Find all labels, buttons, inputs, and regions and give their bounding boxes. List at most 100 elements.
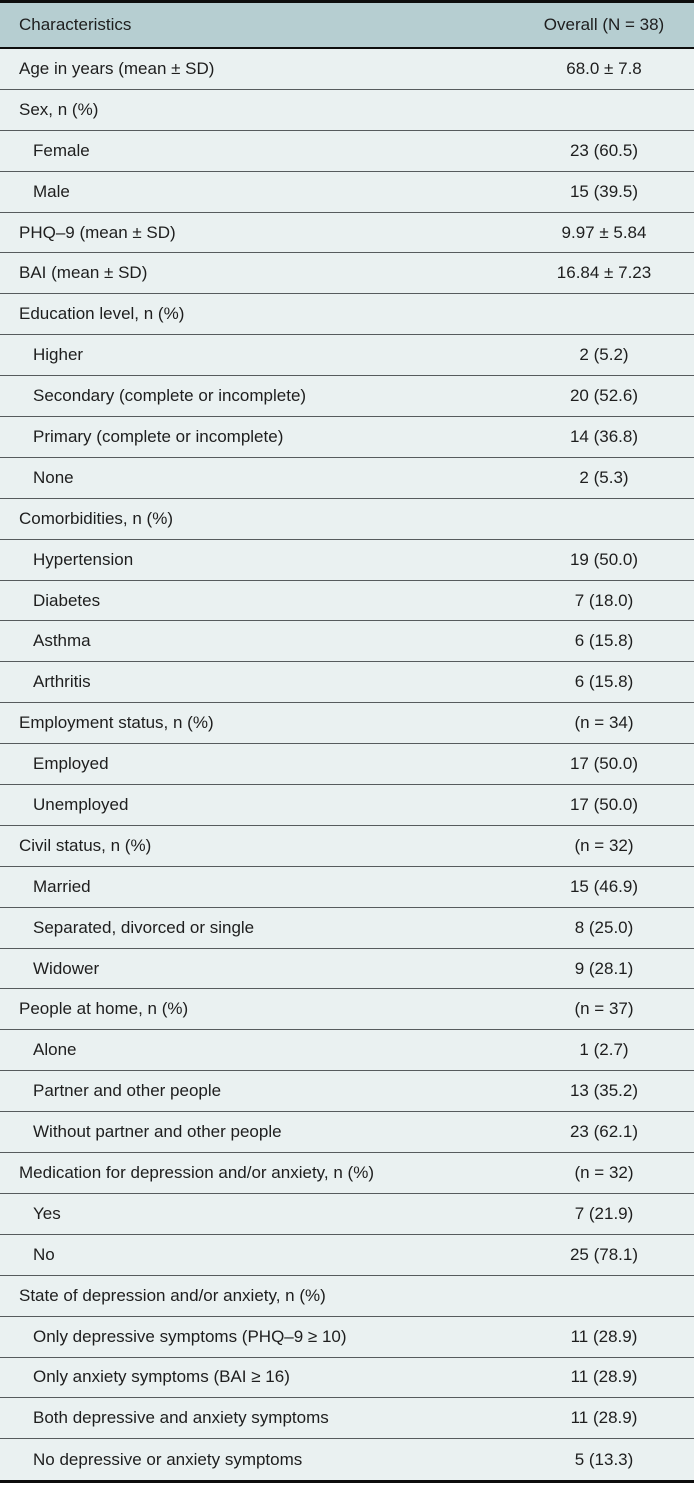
row-label: Civil status, n (%) (19, 835, 152, 855)
row-label: Only depressive symptoms (PHQ–9 ≥ 10) (33, 1326, 347, 1346)
table-row: Age in years (mean ± SD) 68.0 ± 7.8 (0, 49, 694, 90)
row-value: 1 (2.7) (579, 1040, 629, 1060)
table-row: Sex, n (%) (0, 89, 694, 131)
table-row: Hypertension 19 (50.0) (0, 539, 694, 581)
row-value: 25 (78.1) (569, 1244, 639, 1264)
row-value: 17 (50.0) (569, 794, 639, 814)
row-value: 17 (50.0) (569, 754, 639, 774)
row-value: 20 (52.6) (569, 386, 639, 406)
table-row: Civil status, n (%) (n = 32) (0, 825, 694, 867)
table-row: Male 15 (39.5) (0, 171, 694, 213)
table-row: Education level, n (%) (0, 294, 694, 336)
table-row: Married 15 (46.9) (0, 866, 694, 908)
row-value: 7 (18.0) (574, 590, 634, 610)
row-value: 11 (28.9) (570, 1408, 638, 1428)
row-label: Employed (33, 754, 109, 774)
table-row: Employed 17 (50.0) (0, 744, 694, 786)
row-label: Without partner and other people (33, 1122, 282, 1142)
row-label: Arthritis (33, 672, 91, 692)
table-row: State of depression and/or anxiety, n (%… (0, 1275, 694, 1317)
table-row: None 2 (5.3) (0, 457, 694, 499)
table-row: Alone 1 (2.7) (0, 1030, 694, 1072)
row-label: Yes (33, 1203, 61, 1223)
row-label: Female (33, 140, 90, 160)
row-value: 23 (60.5) (569, 140, 639, 160)
row-value: 9.97 ± 5.84 (561, 222, 647, 242)
table-row: Widower 9 (28.1) (0, 948, 694, 990)
table-header-row: Characteristics Overall (N = 38) (0, 3, 694, 49)
row-value: 23 (62.1) (569, 1122, 639, 1142)
row-label: Separated, divorced or single (33, 917, 255, 937)
row-label: Alone (33, 1040, 77, 1060)
row-value: 15 (46.9) (569, 876, 639, 896)
row-value: 6 (15.8) (574, 631, 634, 651)
row-value: 7 (21.9) (574, 1203, 634, 1223)
row-label: Asthma (33, 631, 91, 651)
table-row: Asthma 6 (15.8) (0, 621, 694, 663)
row-label: Diabetes (33, 590, 101, 610)
row-label: Partner and other people (33, 1081, 222, 1101)
table-row: Yes 7 (21.9) (0, 1193, 694, 1235)
row-label: Hypertension (33, 549, 134, 569)
row-label: Age in years (mean ± SD) (19, 58, 215, 78)
row-value: 19 (50.0) (569, 549, 639, 569)
header-characteristics: Characteristics (19, 15, 132, 34)
row-value: 16.84 ± 7.23 (556, 263, 652, 283)
row-value: 11 (28.9) (570, 1326, 638, 1346)
row-label: Medication for depression and/or anxiety… (19, 1162, 374, 1182)
table-body: Age in years (mean ± SD) 68.0 ± 7.8 Sex, n… (0, 49, 694, 1481)
row-value: 8 (25.0) (574, 917, 634, 937)
row-value: (n = 34) (574, 713, 634, 733)
table-row: Higher 2 (5.2) (0, 335, 694, 377)
row-value: 11 (28.9) (570, 1367, 638, 1387)
row-value: 13 (35.2) (569, 1081, 639, 1101)
row-label: State of depression and/or anxiety, n (%… (19, 1285, 326, 1305)
table-row: Without partner and other people 23 (62.1… (0, 1112, 694, 1154)
table-row: No 25 (78.1) (0, 1234, 694, 1276)
table-row: Female 23 (60.5) (0, 130, 694, 172)
row-value: (n = 32) (574, 835, 634, 855)
table-row: Both depressive and anxiety symptoms 11 (… (0, 1398, 694, 1440)
row-label: Education level, n (%) (19, 304, 185, 324)
row-value: 2 (5.3) (579, 467, 629, 487)
table-row: Secondary (complete or incomplete) 20 (52… (0, 376, 694, 418)
row-label: Secondary (complete or incomplete) (33, 386, 307, 406)
table-row: Only depressive symptoms (PHQ–9 ≥ 10) 11 … (0, 1316, 694, 1358)
row-value: (n = 32) (574, 1162, 634, 1182)
row-label: Only anxiety symptoms (BAI ≥ 16) (33, 1367, 290, 1387)
row-value: 14 (36.8) (569, 426, 639, 446)
table-row: Arthritis 6 (15.8) (0, 662, 694, 704)
row-value: 9 (28.1) (574, 958, 634, 978)
table-row: Diabetes 7 (18.0) (0, 580, 694, 622)
table-row: Primary (complete or incomplete) 14 (36.8… (0, 417, 694, 458)
table-row: Medication for depression and/or anxiety… (0, 1153, 694, 1194)
row-label: PHQ–9 (mean ± SD) (19, 222, 176, 242)
row-label: Employment status, n (%) (19, 713, 214, 733)
row-label: Sex, n (%) (19, 99, 99, 119)
row-label: Both depressive and anxiety symptoms (33, 1408, 329, 1428)
row-label: BAI (mean ± SD) (19, 263, 148, 283)
row-label: Unemployed (33, 794, 129, 814)
table-row: BAI (mean ± SD) 16.84 ± 7.23 (0, 253, 694, 295)
table-row: Only anxiety symptoms (BAI ≥ 16) 11 (28.9… (0, 1357, 694, 1399)
row-value: (n = 37) (574, 999, 634, 1019)
row-label: Higher (33, 345, 84, 365)
row-value: 2 (5.2) (579, 345, 629, 365)
row-value: 6 (15.8) (574, 672, 634, 692)
row-value: 5 (13.3) (574, 1449, 634, 1469)
row-label: Primary (complete or incomplete) (33, 426, 284, 446)
table-row: Unemployed 17 (50.0) (0, 785, 694, 826)
table-row: Comorbidities, n (%) (0, 498, 694, 540)
row-label: Widower (33, 958, 100, 978)
row-label: Married (33, 876, 91, 896)
table-row: Partner and other people 13 (35.2) (0, 1071, 694, 1113)
table-row: No depressive or anxiety symptoms 5 (13.3… (0, 1439, 694, 1481)
table-row: People at home, n (%) (n = 37) (0, 989, 694, 1031)
row-label: None (33, 467, 74, 487)
header-overall: Overall (N = 38) (543, 15, 665, 34)
row-label: Comorbidities, n (%) (19, 508, 173, 528)
row-label: No (33, 1244, 55, 1264)
row-label: People at home, n (%) (19, 999, 189, 1019)
table-row: Employment status, n (%) (n = 34) (0, 703, 694, 745)
